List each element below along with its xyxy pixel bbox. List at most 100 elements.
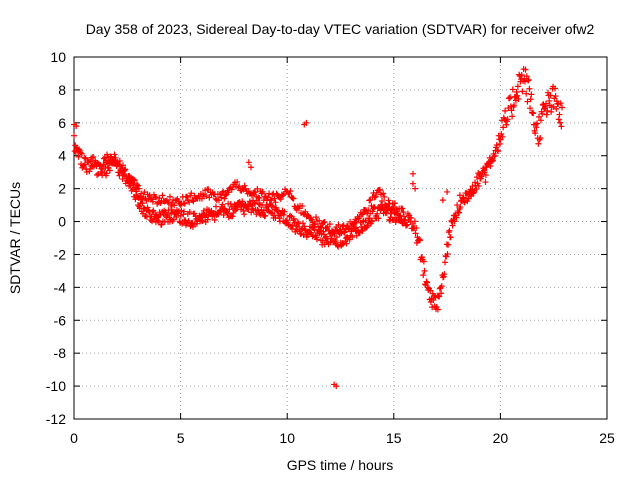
data-point (475, 182, 482, 189)
data-point (446, 227, 453, 234)
data-point (103, 170, 110, 177)
data-point (241, 211, 248, 218)
data-point (412, 185, 419, 192)
data-point (136, 185, 143, 192)
data-point (515, 95, 522, 102)
data-point (71, 132, 77, 139)
data-point (535, 113, 542, 120)
data-point (445, 241, 452, 248)
data-point (511, 102, 518, 109)
data-point (391, 200, 398, 207)
data-point (372, 193, 379, 200)
data-point (449, 222, 456, 229)
data-point (229, 213, 236, 220)
data-point (280, 211, 287, 218)
data-point (291, 215, 298, 222)
data-point (409, 170, 416, 177)
data-point (203, 192, 210, 199)
data-point (240, 207, 247, 214)
data-point (204, 216, 211, 223)
data-point (506, 95, 513, 102)
data-point (365, 215, 372, 222)
data-point (132, 186, 139, 193)
data-point (137, 193, 144, 200)
data-point (220, 188, 227, 195)
y-tick-label: 2 (58, 181, 66, 197)
data-point (537, 117, 544, 124)
data-point (369, 208, 376, 215)
data-point (211, 216, 218, 223)
data-point (286, 191, 293, 198)
chart-title: Day 358 of 2023, Sidereal Day-to-day VTE… (86, 21, 595, 37)
data-point (368, 202, 375, 209)
data-point (290, 195, 297, 202)
data-point (530, 110, 537, 117)
data-point (299, 203, 306, 210)
data-point (320, 228, 327, 235)
data-point (183, 193, 190, 200)
data-point (525, 76, 532, 83)
data-point (127, 179, 134, 186)
data-point (343, 240, 350, 247)
data-point (321, 219, 328, 226)
data-point (547, 92, 554, 99)
grid-lines (74, 57, 607, 419)
data-point (332, 238, 339, 245)
data-point (241, 182, 248, 189)
data-point (287, 212, 294, 219)
data-point (420, 258, 427, 265)
data-point (518, 72, 525, 79)
data-point (328, 235, 335, 242)
data-point (256, 195, 263, 202)
data-point (219, 201, 226, 208)
data-point (502, 107, 509, 114)
data-point (122, 166, 129, 173)
data-point (262, 212, 269, 219)
y-tick-label: -8 (54, 345, 67, 361)
y-tick-label: 6 (58, 115, 66, 131)
data-point (436, 293, 443, 300)
data-point (271, 195, 278, 202)
data-point (158, 221, 165, 228)
data-point (444, 250, 451, 257)
data-point (255, 207, 262, 214)
data-point (272, 199, 279, 206)
data-point (400, 209, 407, 216)
data-point (438, 283, 445, 290)
data-point (317, 223, 324, 230)
x-tick-label: 15 (386, 430, 402, 446)
y-tick-label: 8 (58, 82, 66, 98)
data-point (150, 207, 157, 214)
data-point (524, 98, 531, 105)
data-point (252, 188, 259, 195)
data-point (385, 197, 392, 204)
data-point (543, 100, 550, 107)
data-point (181, 208, 188, 215)
data-point (441, 271, 448, 278)
data-point (527, 96, 534, 103)
data-point (301, 226, 308, 233)
data-point (508, 107, 515, 114)
data-point (335, 243, 342, 250)
data-point (555, 116, 562, 123)
data-point (526, 85, 533, 92)
data-point (269, 203, 276, 210)
data-point (386, 200, 393, 207)
data-point (338, 229, 345, 236)
x-tick-label: 0 (70, 430, 78, 446)
data-point (320, 219, 327, 226)
data-point (543, 111, 550, 118)
data-point (191, 210, 198, 217)
data-point (149, 198, 156, 205)
data-point (558, 123, 565, 130)
data-point (186, 208, 193, 215)
x-tick-label: 5 (177, 430, 185, 446)
data-point (376, 186, 383, 193)
data-point (498, 130, 505, 137)
data-point (499, 133, 506, 140)
data-point (225, 189, 232, 196)
x-tick-label: 10 (279, 430, 295, 446)
data-point (268, 197, 275, 204)
data-point (312, 214, 319, 221)
